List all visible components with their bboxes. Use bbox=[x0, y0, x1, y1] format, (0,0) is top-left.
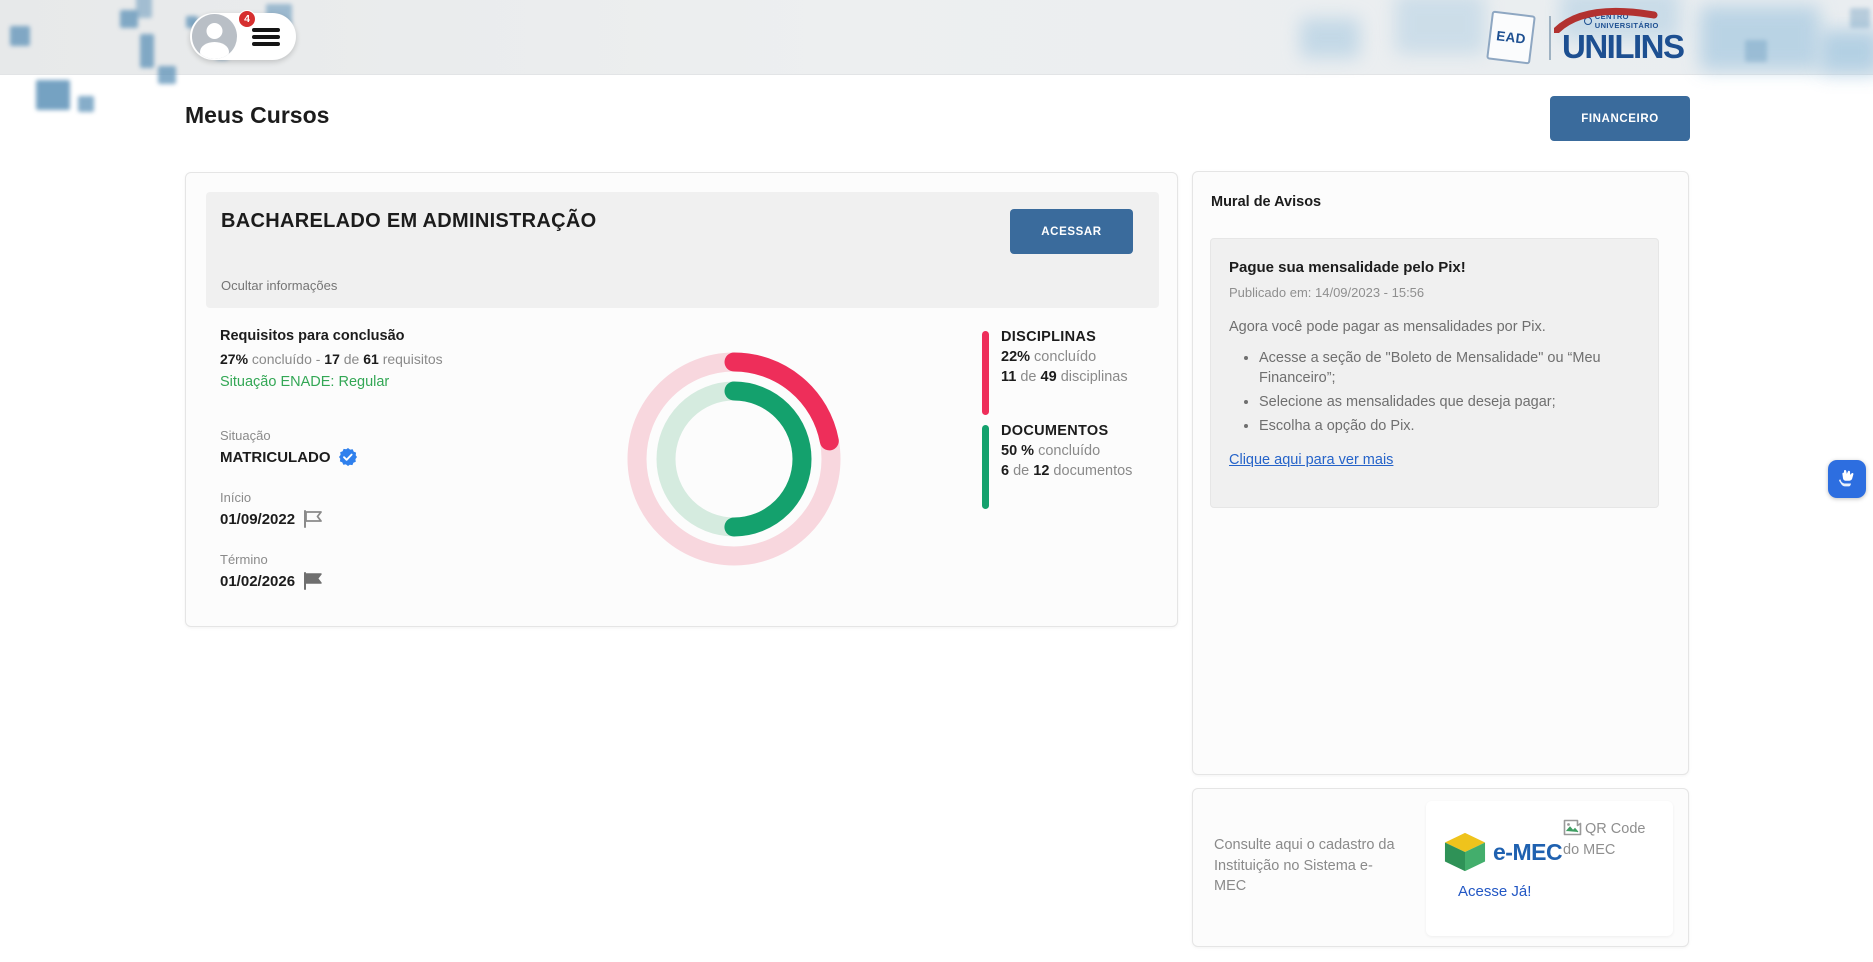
emec-logo[interactable]: e-MEC bbox=[1443, 831, 1563, 873]
ead-logo-text: EAD bbox=[1495, 28, 1527, 47]
toggle-info-link[interactable]: Ocultar informações bbox=[221, 278, 338, 293]
emec-inner-card: e-MEC QR Code do MEC Acesse Já! bbox=[1426, 801, 1673, 936]
acesse-ja-link[interactable]: Acesse Já! bbox=[1458, 883, 1532, 900]
hamburger-menu-icon[interactable] bbox=[252, 28, 280, 46]
mural-title: Mural de Avisos bbox=[1211, 194, 1322, 210]
financeiro-button[interactable]: FINANCEIRO bbox=[1550, 96, 1690, 141]
user-avatar[interactable] bbox=[192, 14, 237, 59]
disciplinas-ring bbox=[627, 352, 841, 566]
unilins-logo[interactable]: CENTRO UNIVERSITÁRIO UNILINS bbox=[1554, 7, 1692, 65]
emec-description: Consulte aqui o cadastro da Instituição … bbox=[1214, 837, 1395, 895]
disciplinas-color-bar bbox=[982, 331, 989, 415]
notice-intro: Agora você pode pagar as mensalidades po… bbox=[1229, 319, 1546, 335]
course-title: BACHARELADO EM ADMINISTRAÇÃO bbox=[221, 210, 597, 232]
enade-status: Situação ENADE: Regular bbox=[220, 374, 390, 390]
qr-code-broken-image: QR Code do MEC bbox=[1563, 819, 1646, 859]
notice-bullet-list: Acesse a seção de "Boleto de Mensalidade… bbox=[1259, 348, 1640, 436]
progress-donut-chart bbox=[619, 344, 849, 574]
status-label: Situação bbox=[220, 428, 271, 443]
start-date: 01/09/2022 bbox=[220, 510, 296, 528]
emec-card: Consulte aqui o cadastro da Instituição … bbox=[1192, 788, 1689, 947]
logo-divider bbox=[1549, 16, 1551, 60]
notice-bullet: Selecione as mensalidades que deseja pag… bbox=[1259, 392, 1640, 412]
start-flag-icon bbox=[304, 510, 322, 528]
requirements-progress-line: 27% concluído - 17 de 61 requisitos bbox=[220, 351, 443, 367]
notice-title: Pague sua mensalidade pelo Pix! bbox=[1229, 259, 1466, 276]
notice-card: Pague sua mensalidade pelo Pix! Publicad… bbox=[1210, 238, 1659, 508]
libras-accessibility-button[interactable] bbox=[1828, 460, 1866, 498]
legend-documentos: DOCUMENTOS 50 % concluído 6 de 12 docume… bbox=[982, 423, 1132, 509]
ead-logo[interactable]: EAD bbox=[1486, 10, 1536, 65]
status-block: Situação MATRICULADO bbox=[220, 428, 357, 466]
logo-swoosh bbox=[1554, 7, 1658, 33]
course-card: BACHARELADO EM ADMINISTRAÇÃO ACESSAR Ocu… bbox=[185, 172, 1178, 627]
person-icon bbox=[200, 23, 229, 59]
broken-image-icon bbox=[1563, 819, 1582, 836]
page-title: Meus Cursos bbox=[185, 102, 330, 128]
notice-bullet: Escolha a opção do Pix. bbox=[1259, 416, 1640, 436]
verified-badge-icon bbox=[338, 448, 357, 466]
legend-disciplinas: DISCIPLINAS 22% concluído 11 de 49 disci… bbox=[982, 329, 1128, 415]
notice-bullet: Acesse a seção de "Boleto de Mensalidade… bbox=[1259, 348, 1640, 388]
notice-published-date: Publicado em: 14/09/2023 - 15:56 bbox=[1229, 285, 1425, 300]
start-block: Início 01/09/2022 bbox=[220, 490, 325, 528]
status-value: MATRICULADO bbox=[220, 448, 331, 466]
requirements-title: Requisitos para conclusão bbox=[220, 328, 405, 344]
sign-language-hands-icon bbox=[1839, 469, 1854, 487]
start-label: Início bbox=[220, 490, 252, 505]
top-header: 4 EAD CENTRO UNIVERSITÁRIO UNILINS bbox=[0, 0, 1873, 112]
end-label: Término bbox=[220, 552, 268, 567]
user-menu-pill[interactable]: 4 bbox=[190, 10, 296, 60]
see-more-link[interactable]: Clique aqui para ver mais bbox=[1229, 452, 1394, 468]
end-date: 01/02/2026 bbox=[220, 572, 296, 590]
end-block: Término 01/02/2026 bbox=[220, 552, 325, 590]
emec-cube-icon bbox=[1444, 832, 1486, 873]
end-flag-icon bbox=[304, 572, 322, 590]
acessar-button[interactable]: ACESSAR bbox=[1010, 209, 1133, 254]
course-card-header: BACHARELADO EM ADMINISTRAÇÃO ACESSAR Ocu… bbox=[206, 192, 1159, 308]
notification-badge: 4 bbox=[238, 10, 256, 28]
documentos-color-bar bbox=[982, 425, 989, 509]
brand-name-text: UNILINS bbox=[1562, 28, 1685, 65]
emec-logo-text: e-MEC bbox=[1493, 838, 1563, 865]
documentos-ring bbox=[656, 381, 812, 537]
mural-de-avisos-panel: Mural de Avisos Pague sua mensalidade pe… bbox=[1192, 171, 1689, 775]
